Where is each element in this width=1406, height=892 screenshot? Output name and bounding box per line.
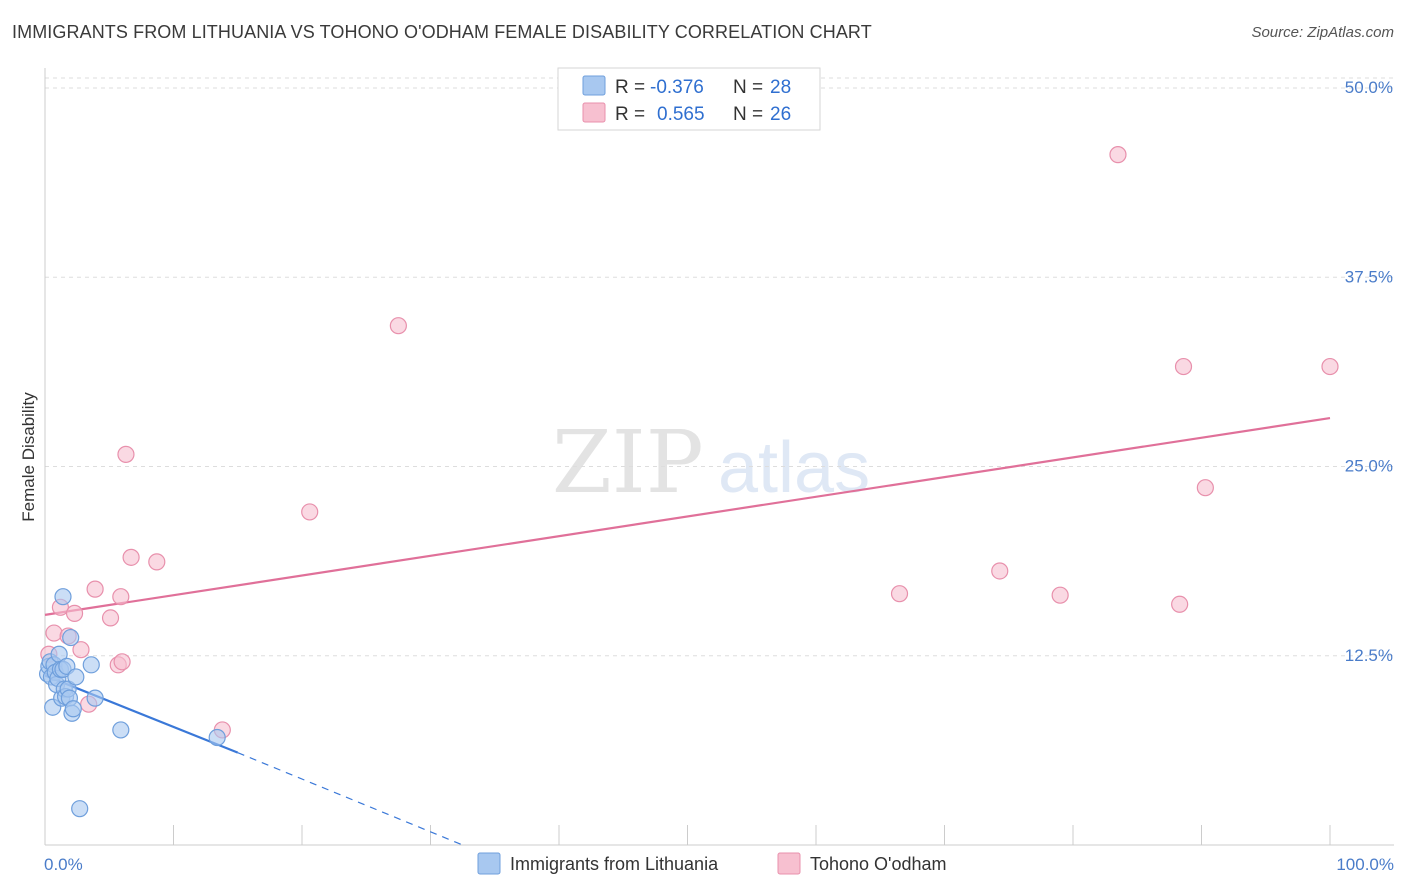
legend-r-label-2: R = <box>615 104 645 125</box>
data-points <box>38 146 1339 818</box>
point-lithuania <box>86 689 104 707</box>
trend-line-lithuania-extrapolated <box>237 752 463 846</box>
point-tohono <box>65 604 84 622</box>
point-lithuania <box>54 588 72 606</box>
point-lithuania <box>71 800 89 818</box>
point-tohono <box>1196 479 1214 497</box>
point-tohono <box>1051 586 1069 604</box>
legend-swatch-tohono <box>582 102 606 123</box>
legend-r-label-1: R = <box>615 77 645 98</box>
point-tohono <box>301 503 319 521</box>
y-axis-title: Female Disability <box>19 392 38 522</box>
point-tohono <box>1109 146 1127 164</box>
watermark-zip: ZIP <box>552 413 704 513</box>
y-tick-label: 50.0% <box>1345 78 1393 97</box>
point-tohono <box>101 609 120 627</box>
point-tohono <box>148 553 166 571</box>
trend-line-lithuania <box>44 674 239 754</box>
trend-line-tohono <box>44 416 1331 616</box>
legend-r-value-1: -0.376 <box>650 77 704 98</box>
legend-swatch-lithuania <box>582 75 606 96</box>
legend-n-label-2: N = <box>733 104 763 125</box>
series-legend-label-tohono: Tohono O'odham <box>810 854 947 874</box>
legend-r-value-2: 0.565 <box>657 104 705 125</box>
point-tohono <box>890 585 909 603</box>
point-lithuania <box>67 668 85 686</box>
chart-title: IMMIGRANTS FROM LITHUANIA VS TOHONO O'OD… <box>12 22 872 42</box>
series-legend: Immigrants from Lithuania Tohono O'odham <box>477 852 947 875</box>
legend-n-value-2: 26 <box>770 104 791 125</box>
point-lithuania <box>208 728 226 747</box>
legend-n-label-1: N = <box>733 77 763 98</box>
series-legend-swatch-tohono <box>777 852 801 875</box>
point-tohono <box>1171 595 1189 613</box>
point-tohono <box>117 445 135 463</box>
y-tick-label: 12.5% <box>1345 646 1393 665</box>
axes: 12.5% 25.0% 37.5% 50.0% <box>44 68 1394 846</box>
point-tohono <box>389 317 407 335</box>
y-tick-label: 37.5% <box>1345 267 1393 286</box>
point-lithuania <box>64 700 82 718</box>
point-tohono <box>86 580 104 598</box>
point-tohono <box>122 548 140 566</box>
source-label: Source: ZipAtlas.com <box>1251 24 1394 41</box>
point-tohono <box>112 588 130 606</box>
x-tick-label-min: 0.0% <box>44 855 83 874</box>
point-lithuania <box>82 656 100 674</box>
trend-lines <box>44 416 1331 846</box>
point-tohono <box>113 653 131 671</box>
point-lithuania <box>62 628 80 647</box>
x-tick-label-max: 100.0% <box>1336 855 1394 874</box>
point-tohono <box>1321 357 1339 376</box>
point-lithuania <box>112 721 130 739</box>
point-tohono <box>1174 357 1193 376</box>
legend-n-value-1: 28 <box>770 77 791 98</box>
point-tohono <box>72 641 90 659</box>
y-tick-label: 25.0% <box>1345 457 1393 476</box>
series-legend-label-lithuania: Immigrants from Lithuania <box>510 854 719 874</box>
point-tohono <box>991 562 1009 580</box>
series-legend-swatch-lithuania <box>477 852 501 875</box>
stats-legend: R = -0.376 N = 28 R = 0.565 N = 26 <box>557 67 821 131</box>
point-tohono <box>45 624 63 642</box>
watermark-atlas: atlas <box>718 428 870 508</box>
